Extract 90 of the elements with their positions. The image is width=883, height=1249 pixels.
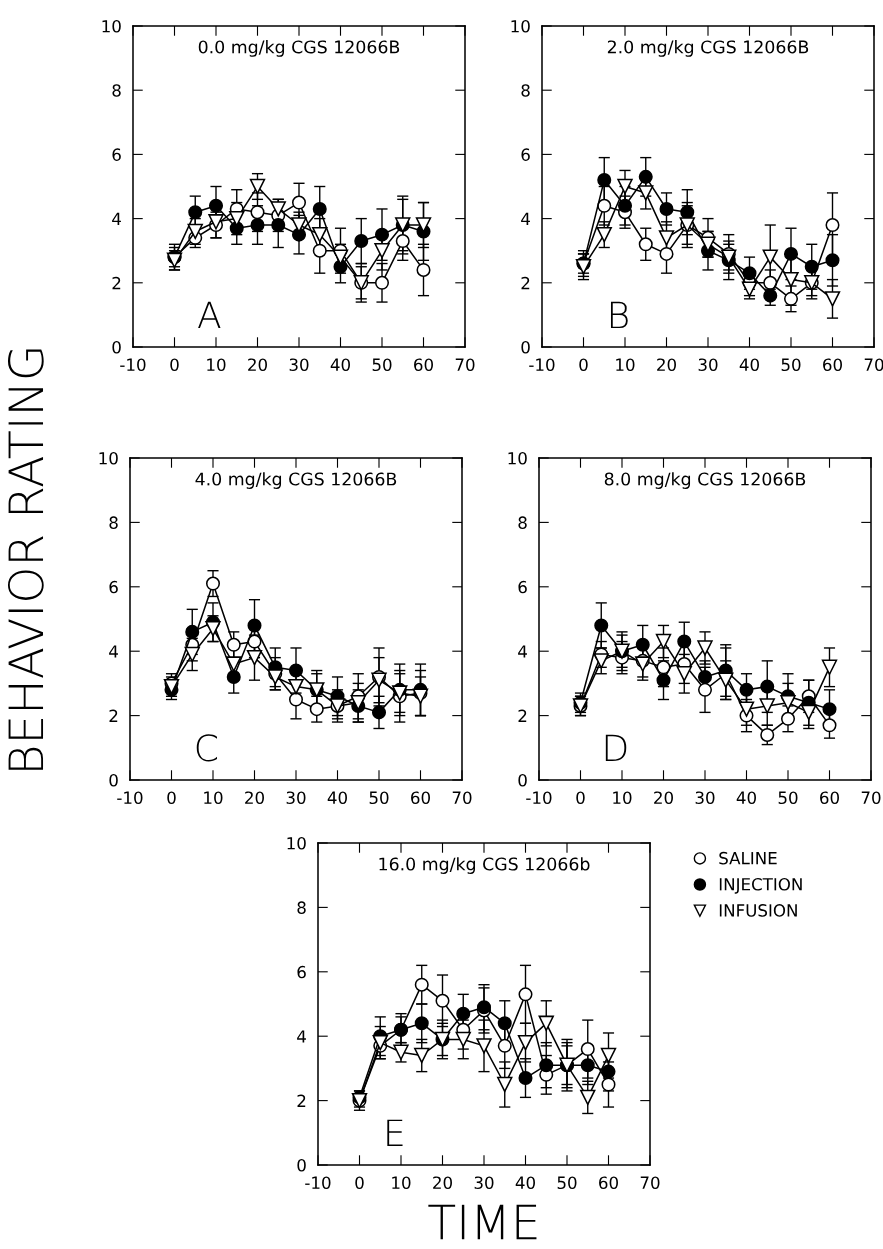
- text: 0.0 mg/kg CGS 12066B: [198, 40, 400, 57]
- text: 8.0 mg/kg CGS 12066B: [604, 472, 806, 489]
- x-tick-label: 60: [414, 358, 433, 372]
- annotation: B: [610, 301, 628, 329]
- y-tick-label: 8: [518, 516, 527, 529]
- x-tick-label: 70: [455, 358, 475, 372]
- y-tick-label: 8: [112, 84, 121, 97]
- y-tick-label: 0: [297, 1158, 306, 1172]
- x-tick-label: 60: [599, 1176, 618, 1190]
- y-tick-label: 10: [508, 451, 527, 465]
- y-axis-title: BEHAVIOR RATING: [7, 349, 44, 770]
- x-tick-label: 40: [515, 1176, 535, 1190]
- x-tick-label: -10: [117, 791, 143, 805]
- x-tick-label: 0: [167, 791, 176, 805]
- x-tick-label: 20: [433, 1176, 452, 1190]
- x-tick-label: 20: [245, 791, 264, 805]
- annotation: C: [196, 734, 218, 762]
- legend-label: INJECTION: [719, 877, 802, 894]
- x-tick-label: 50: [781, 358, 801, 372]
- annotation: D: [605, 734, 627, 761]
- x-tick-label: 50: [372, 358, 392, 372]
- x-tick-label: 30: [474, 1176, 494, 1190]
- y-tick-label: 4: [518, 645, 527, 658]
- x-tick-label: 20: [657, 358, 676, 372]
- x-tick-label: 50: [778, 791, 798, 805]
- y-tick-label: 8: [109, 516, 118, 529]
- x-tick-label: 30: [286, 791, 306, 805]
- y-tick-label: 8: [521, 84, 530, 97]
- x-tick-label: 50: [369, 791, 389, 805]
- x-tick-label: 70: [452, 791, 472, 805]
- annotation: E: [387, 1119, 403, 1146]
- x-tick-label: 20: [248, 358, 267, 372]
- y-tick-label: 4: [109, 645, 118, 658]
- x-tick-label: -10: [305, 1176, 331, 1190]
- y-tick-label: 2: [109, 709, 118, 722]
- y-tick-label: 0: [521, 340, 530, 354]
- x-tick-label: 10: [204, 791, 223, 805]
- y-tick-label: 4: [297, 1030, 306, 1043]
- legend-label: INFUSION: [719, 904, 797, 917]
- y-tick-label: 4: [112, 212, 121, 225]
- y-tick-label: 10: [287, 836, 306, 850]
- x-tick-label: -10: [529, 358, 555, 372]
- x-tick-label: 70: [864, 358, 883, 372]
- text: 16.0 mg/kg CGS 12066b: [379, 857, 590, 874]
- legend-label: SALINE: [719, 851, 777, 865]
- y-tick-label: 2: [297, 1094, 306, 1107]
- text: 4.0 mg/kg CGS 12066B: [195, 472, 397, 489]
- y-tick-label: 6: [518, 580, 527, 594]
- y-tick-label: 2: [112, 276, 121, 290]
- x-axis-title: TIME: [428, 1204, 537, 1240]
- y-tick-label: 6: [521, 148, 530, 161]
- x-tick-label: 60: [820, 791, 839, 805]
- x-tick-label: 0: [576, 791, 585, 805]
- y-tick-label: 2: [518, 709, 527, 722]
- x-tick-label: -10: [526, 791, 552, 805]
- x-tick-label: 60: [823, 358, 842, 372]
- y-tick-label: 0: [109, 773, 118, 787]
- x-tick-label: 40: [736, 791, 756, 805]
- x-tick-label: 0: [579, 358, 588, 372]
- y-tick-label: 4: [521, 212, 530, 225]
- x-tick-label: 20: [654, 791, 673, 805]
- x-tick-label: 0: [170, 358, 179, 372]
- y-tick-label: 0: [518, 773, 527, 787]
- x-tick-label: 60: [411, 791, 430, 805]
- x-tick-label: 0: [355, 1176, 364, 1190]
- x-tick-label: 40: [739, 358, 759, 372]
- x-tick-label: 70: [640, 1176, 660, 1190]
- y-tick-label: 6: [109, 580, 118, 594]
- text: 2.0 mg/kg CGS 12066B: [607, 40, 809, 57]
- y-tick-label: 6: [297, 965, 306, 979]
- x-tick-label: 40: [330, 358, 350, 372]
- x-tick-label: 30: [289, 358, 309, 372]
- x-tick-label: 50: [557, 1176, 577, 1190]
- y-tick-label: 0: [112, 340, 121, 354]
- y-tick-label: 10: [511, 19, 530, 33]
- y-tick-label: 8: [297, 901, 306, 914]
- x-tick-label: 30: [695, 791, 715, 805]
- x-tick-label: 10: [616, 358, 635, 372]
- x-tick-label: 10: [613, 791, 632, 805]
- y-tick-label: 6: [112, 148, 121, 161]
- x-tick-label: 70: [861, 791, 881, 805]
- x-tick-label: 10: [392, 1176, 411, 1190]
- y-tick-label: 2: [521, 276, 530, 290]
- x-tick-label: 40: [327, 791, 347, 805]
- annotation: A: [198, 301, 221, 329]
- x-tick-label: 30: [698, 358, 718, 372]
- y-tick-label: 10: [99, 451, 118, 465]
- x-tick-label: -10: [120, 358, 146, 372]
- y-tick-label: 10: [102, 19, 121, 33]
- x-tick-label: 10: [207, 358, 226, 372]
